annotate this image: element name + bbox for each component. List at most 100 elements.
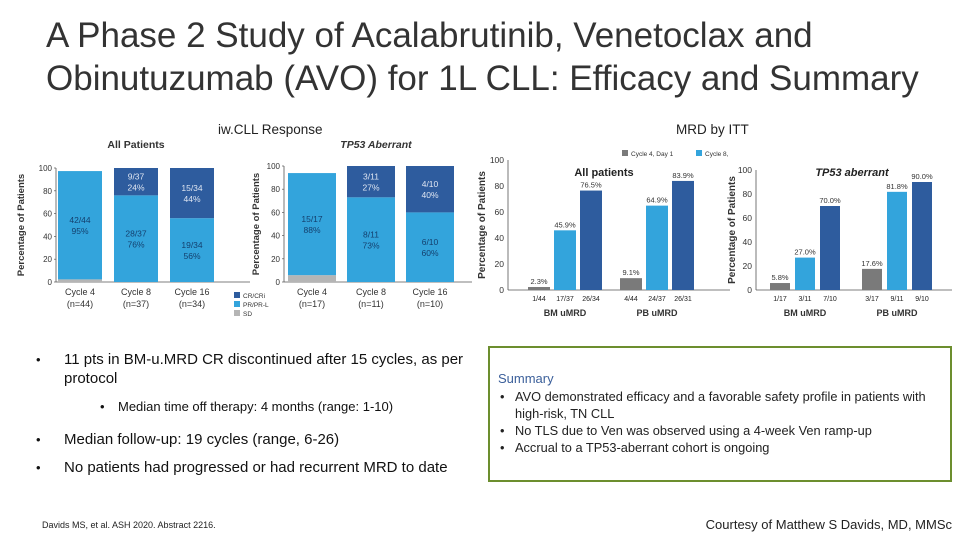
bar-segment — [170, 168, 214, 219]
x-group-label: PB uMRD — [637, 308, 678, 318]
summary-heading: Summary — [498, 371, 554, 386]
summary-item-accrual: Accrual to a TP53-aberrant cohort is ong… — [498, 439, 942, 456]
summary-item-efficacy: AVO demonstrated efficacy and a favorabl… — [498, 388, 942, 422]
y-tick-label: 20 — [43, 255, 52, 264]
bar-label-count: 6/10 — [422, 237, 439, 247]
bar-segment — [170, 218, 214, 282]
chart-title: All Patients — [107, 139, 164, 151]
x-tick-label: Cycle 16 — [412, 287, 447, 297]
bar-count-label: 17/37 — [556, 296, 574, 303]
y-axis-label: Percentage of Patients — [727, 176, 738, 284]
y-tick-label: 40 — [271, 232, 280, 241]
bullet-list: 11 pts in BM-u.MRD CR discontinued after… — [30, 350, 470, 486]
iwcll-legend: CR/CRi PR/PR-L SD — [234, 292, 269, 318]
x-tick-label: Cycle 4 — [65, 287, 95, 297]
mrd-tp53-chart: TP53 aberrant Percentage of Patients 0 20 40… — [727, 165, 952, 318]
legend-label: Cycle 4, Day 1 — [631, 151, 674, 158]
bullet-no-progression: No patients had progressed or had recurr… — [30, 458, 470, 477]
y-axis-label: Percentage of Patients — [477, 171, 488, 279]
bar-segment — [347, 166, 395, 198]
bar-label-percent: 76% — [127, 240, 144, 250]
y-tick-label: 40 — [743, 237, 753, 247]
bar-segment — [114, 195, 158, 282]
bar-segment — [347, 197, 395, 282]
bar-label-percent: 73% — [362, 241, 379, 251]
bar — [672, 180, 694, 290]
bar-count-label: 1/17 — [773, 296, 787, 303]
y-tick-label: 60 — [743, 213, 753, 223]
bar — [620, 278, 642, 290]
bar-label-percent: 56% — [183, 251, 200, 261]
y-tick-label: 60 — [43, 210, 52, 219]
bar — [770, 283, 790, 290]
x-tick-label: Cycle 8 — [356, 287, 386, 297]
y-tick-label: 20 — [271, 255, 280, 264]
summary-box: Summary AVO demonstrated efficacy and a … — [488, 346, 952, 482]
bar-label-percent: 27% — [362, 183, 379, 193]
legend-label: Cycle 8, Day 1 — [705, 151, 730, 158]
bar — [528, 287, 550, 290]
bar-segment — [58, 279, 102, 282]
bar-label-percent: 60% — [421, 248, 438, 258]
iwcll-response-title: iw.CLL Response — [218, 122, 323, 137]
y-tick-label: 80 — [271, 185, 280, 194]
legend-label: CR/CRi — [243, 293, 265, 300]
y-tick-label: 20 — [495, 259, 505, 269]
y-tick-label: 100 — [39, 164, 53, 173]
iwcll-all-patients-chart: All Patients Percentage of Patients 0 20 40 6… — [16, 139, 250, 309]
x-tick-label: Cycle 8 — [121, 287, 151, 297]
legend-swatch — [622, 150, 628, 156]
y-tick-label: 100 — [490, 155, 504, 165]
bar-value-label: 27.0% — [794, 248, 816, 257]
chart-title: All patients — [574, 167, 633, 179]
bar-value-label: 5.8% — [771, 273, 788, 282]
x-group-label: BM uMRD — [784, 308, 827, 318]
bar-count-label: 1/44 — [532, 296, 546, 303]
bar-segment — [114, 168, 158, 196]
bar-label-percent: 44% — [183, 194, 200, 204]
bar-value-label: 76.5% — [580, 181, 602, 190]
chart-title: TP53 aberrant — [815, 167, 890, 179]
y-tick-label: 40 — [43, 232, 52, 241]
x-tick-label: (n=37) — [123, 299, 149, 309]
x-tick-label: (n=34) — [179, 299, 205, 309]
y-tick-label: 80 — [743, 189, 753, 199]
bar-value-label: 83.9% — [672, 171, 694, 180]
bullet-time-off-therapy: Median time off therapy: 4 months (range… — [30, 397, 470, 416]
chart-title: TP53 Aberrant — [340, 139, 412, 151]
y-axis-label: Percentage of Patients — [251, 173, 262, 275]
bar-value-label: 17.6% — [861, 259, 883, 268]
y-tick-label: 60 — [495, 207, 505, 217]
y-tick-label: 0 — [499, 285, 504, 295]
bar-label-percent: 95% — [71, 226, 88, 236]
legend-label: SD — [243, 311, 252, 318]
bar-label-count: 8/11 — [363, 230, 379, 240]
bar-count-label: 9/11 — [890, 296, 903, 303]
bar-count-label: 24/37 — [648, 296, 666, 303]
bar-segment — [406, 166, 454, 213]
bar — [820, 206, 840, 290]
bar — [862, 268, 882, 290]
y-tick-label: 0 — [48, 278, 53, 287]
courtesy-credit: Courtesy of Matthew S Davids, MD, MMSc — [705, 517, 952, 532]
bar-value-label: 45.9% — [554, 220, 576, 229]
legend-swatch — [234, 301, 240, 307]
bar-count-label: 4/44 — [624, 296, 638, 303]
bar-value-label: 81.8% — [886, 182, 908, 191]
bar-count-label: 3/11 — [798, 296, 811, 303]
y-tick-label: 20 — [743, 261, 753, 271]
bar-count-label: 7/10 — [823, 296, 837, 303]
x-tick-label: (n=10) — [417, 299, 443, 309]
y-tick-label: 80 — [43, 187, 52, 196]
bar — [887, 191, 907, 290]
citation: Davids MS, et al. ASH 2020. Abstract 221… — [42, 520, 216, 530]
bar — [912, 182, 932, 290]
bullet-follow-up: Median follow-up: 19 cycles (range, 6-26… — [30, 430, 470, 449]
y-axis-label: Percentage of Patients — [16, 174, 27, 276]
bar-label-count: 3/11 — [363, 172, 379, 182]
y-tick-label: 100 — [738, 165, 752, 175]
x-tick-label: (n=17) — [299, 299, 325, 309]
bar-segment — [288, 275, 336, 282]
mrd-all-patients-chart: All patients Percentage of Patients 0 20 40 6… — [477, 150, 730, 318]
bar-label-count: 15/17 — [301, 214, 323, 224]
